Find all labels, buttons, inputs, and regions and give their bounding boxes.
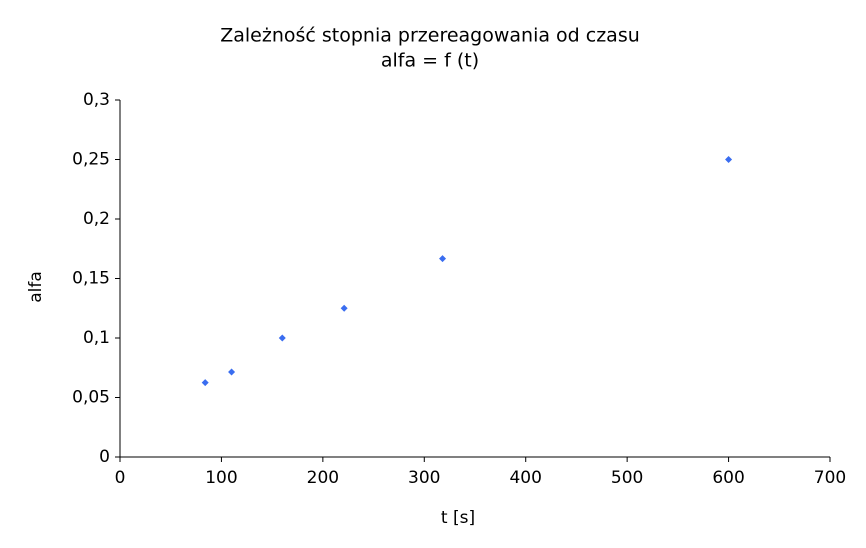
data-point — [340, 304, 348, 312]
x-tick-label: 200 — [307, 468, 339, 488]
data-point — [439, 255, 447, 263]
data-point — [201, 379, 209, 387]
data-point — [228, 368, 236, 376]
x-tick-label: 0 — [115, 468, 126, 488]
x-axis-label: t [s] — [441, 508, 475, 528]
y-tick-label: 0 — [99, 447, 110, 467]
y-tick-label: 0,1 — [83, 328, 110, 348]
y-tick-label: 0,25 — [72, 150, 110, 170]
data-point — [278, 334, 286, 342]
chart-subtitle: alfa = f (t) — [381, 50, 479, 72]
x-tick-label: 300 — [408, 468, 440, 488]
data-point — [725, 156, 733, 163]
x-tick-label: 600 — [712, 468, 744, 488]
y-tick-label: 0,2 — [83, 209, 110, 229]
x-tick-label: 500 — [611, 468, 643, 488]
y-tick-label: 0,05 — [72, 388, 110, 408]
x-tick-label: 400 — [509, 468, 541, 488]
y-tick-label: 0,15 — [72, 269, 110, 289]
y-axis-label: alfa — [26, 271, 46, 303]
y-tick-label: 0,3 — [83, 90, 110, 110]
x-tick-label: 100 — [205, 468, 237, 488]
chart-title: Zależność stopnia przereagowania od czas… — [220, 25, 640, 47]
x-tick-label: 700 — [814, 468, 846, 488]
